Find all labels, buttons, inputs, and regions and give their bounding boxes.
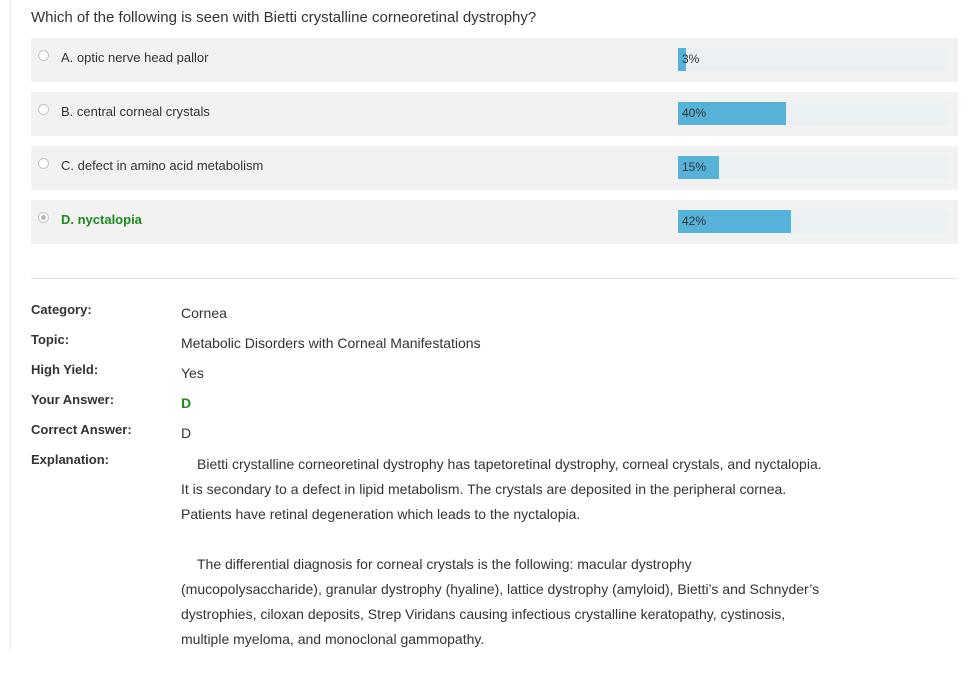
choice-d[interactable]: D. nyctalopia 42% [31, 200, 958, 244]
choice-a-label: A. optic nerve head pallor [61, 50, 209, 65]
choice-d-percent: 42% [682, 214, 707, 228]
choice-b-percent: 40% [682, 106, 707, 120]
high-yield-value: Yes [181, 365, 204, 381]
category-value: Cornea [181, 305, 227, 321]
choice-b-bar-fill [678, 102, 786, 125]
choice-d-label: D. nyctalopia [61, 212, 142, 227]
explanation-paragraph-2: The differential diagnosis for corneal c… [181, 556, 820, 647]
correct-answer-label: Correct Answer: [31, 422, 132, 437]
left-border [10, 0, 11, 651]
choice-a-radio[interactable] [38, 50, 49, 61]
choice-b[interactable]: B. central corneal crystals 40% [31, 92, 958, 136]
choice-c-radio[interactable] [38, 158, 49, 169]
explanation-text: Bietti crystalline corneoretinal dystrop… [181, 452, 831, 677]
correct-answer-value: D [181, 425, 192, 441]
choice-c-bar-track: 15% [678, 156, 948, 179]
choice-a[interactable]: A. optic nerve head pallor 3% [31, 38, 958, 82]
choice-b-radio[interactable] [38, 104, 49, 115]
choice-b-label: B. central corneal crystals [61, 104, 210, 119]
choice-c-label: C. defect in amino acid metabolism [61, 158, 264, 173]
choice-d-radio[interactable] [38, 212, 49, 223]
choice-b-bar-track: 40% [678, 102, 948, 125]
high-yield-label: High Yield: [31, 362, 99, 377]
category-label: Category: [31, 302, 92, 317]
topic-value: Metabolic Disorders with Corneal Manifes… [181, 335, 481, 351]
choice-c[interactable]: C. defect in amino acid metabolism 15% [31, 146, 958, 190]
choice-c-bar-fill [678, 156, 719, 179]
choice-d-bar-track: 42% [678, 210, 948, 233]
choice-c-percent: 15% [682, 160, 707, 174]
choice-a-percent: 3% [682, 52, 700, 66]
choice-a-bar-track: 3% [678, 48, 948, 71]
choice-a-bar-fill [678, 48, 686, 71]
your-answer-label: Your Answer: [31, 392, 115, 407]
choice-d-bar-fill [678, 210, 791, 233]
section-divider [31, 278, 958, 279]
your-answer-value: D [181, 395, 192, 411]
question-text: Which of the following is seen with Biet… [31, 9, 537, 26]
explanation-label: Explanation: [31, 452, 110, 467]
topic-label: Topic: [31, 332, 70, 347]
explanation-paragraph-1: Bietti crystalline corneoretinal dystrop… [181, 456, 822, 522]
